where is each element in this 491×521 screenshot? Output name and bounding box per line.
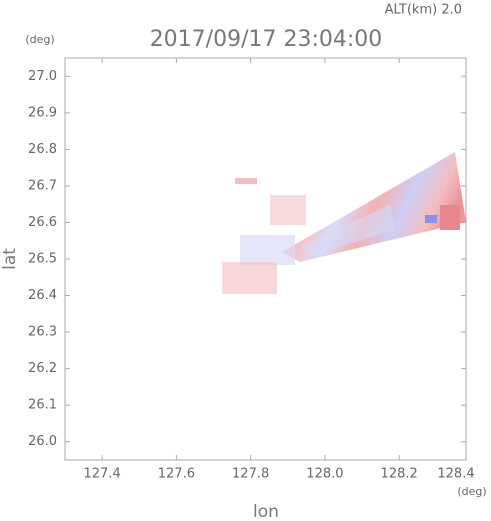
y-tick-label: 26.9 [28, 105, 57, 120]
y-tick-label: 26.2 [28, 361, 57, 376]
y-tick-label: 26.7 [28, 178, 57, 193]
y-axis-label: lat [0, 248, 20, 270]
subtitle: ALT(km) 2.0 [385, 3, 462, 18]
y-tick-label: 26.8 [28, 142, 57, 157]
y-tick-label: 26.4 [28, 288, 57, 303]
x-tick-label: 127.6 [158, 467, 195, 482]
y-tick-label: 26.0 [28, 434, 57, 449]
y-unit: (deg) [25, 33, 54, 46]
x-tick-label: 127.4 [84, 467, 121, 482]
x-tick-label: 127.8 [232, 467, 269, 482]
x-tick-label: 128.2 [381, 467, 418, 482]
x-unit: (deg) [457, 485, 486, 498]
x-axis-label: lon [253, 502, 279, 521]
x-tick-label: 128.4 [437, 467, 474, 482]
y-tick-label: 26.3 [28, 325, 57, 340]
x-tick-label: 128.0 [306, 467, 343, 482]
y-tick-label: 26.6 [28, 215, 57, 230]
chart-title: 2017/09/17 23:04:00 [150, 27, 383, 52]
echo-area [222, 152, 466, 294]
y-tick-label: 26.1 [28, 398, 57, 413]
y-tick-label: 27.0 [28, 69, 57, 84]
y-tick-label: 26.5 [28, 252, 57, 267]
